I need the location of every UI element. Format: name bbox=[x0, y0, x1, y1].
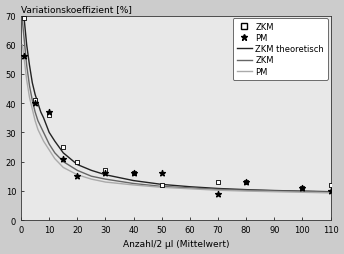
Point bbox=[300, 186, 305, 190]
Point bbox=[103, 169, 108, 173]
Point bbox=[46, 113, 52, 117]
Point bbox=[46, 110, 52, 115]
Point bbox=[244, 180, 249, 184]
Point bbox=[21, 17, 26, 21]
Point bbox=[103, 171, 108, 176]
Point bbox=[75, 160, 80, 164]
Point bbox=[159, 183, 164, 187]
Point bbox=[244, 180, 249, 184]
Point bbox=[215, 192, 221, 196]
Legend: ZKM, PM, ZKM theoretisch, ZKM, PM: ZKM, PM, ZKM theoretisch, ZKM, PM bbox=[233, 19, 328, 80]
Point bbox=[61, 157, 66, 161]
Point bbox=[75, 174, 80, 179]
Point bbox=[328, 183, 333, 187]
Point bbox=[300, 186, 305, 190]
Text: Variationskoeffizient [%]: Variationskoeffizient [%] bbox=[21, 5, 132, 14]
Point bbox=[131, 171, 136, 176]
Point bbox=[61, 145, 66, 149]
Point bbox=[159, 171, 164, 176]
Point bbox=[215, 180, 221, 184]
Point bbox=[32, 102, 38, 106]
X-axis label: Anzahl/2 μl (Mittelwert): Anzahl/2 μl (Mittelwert) bbox=[122, 240, 229, 248]
Point bbox=[32, 99, 38, 103]
Point bbox=[328, 189, 333, 193]
Point bbox=[21, 55, 26, 59]
Point bbox=[131, 171, 136, 176]
